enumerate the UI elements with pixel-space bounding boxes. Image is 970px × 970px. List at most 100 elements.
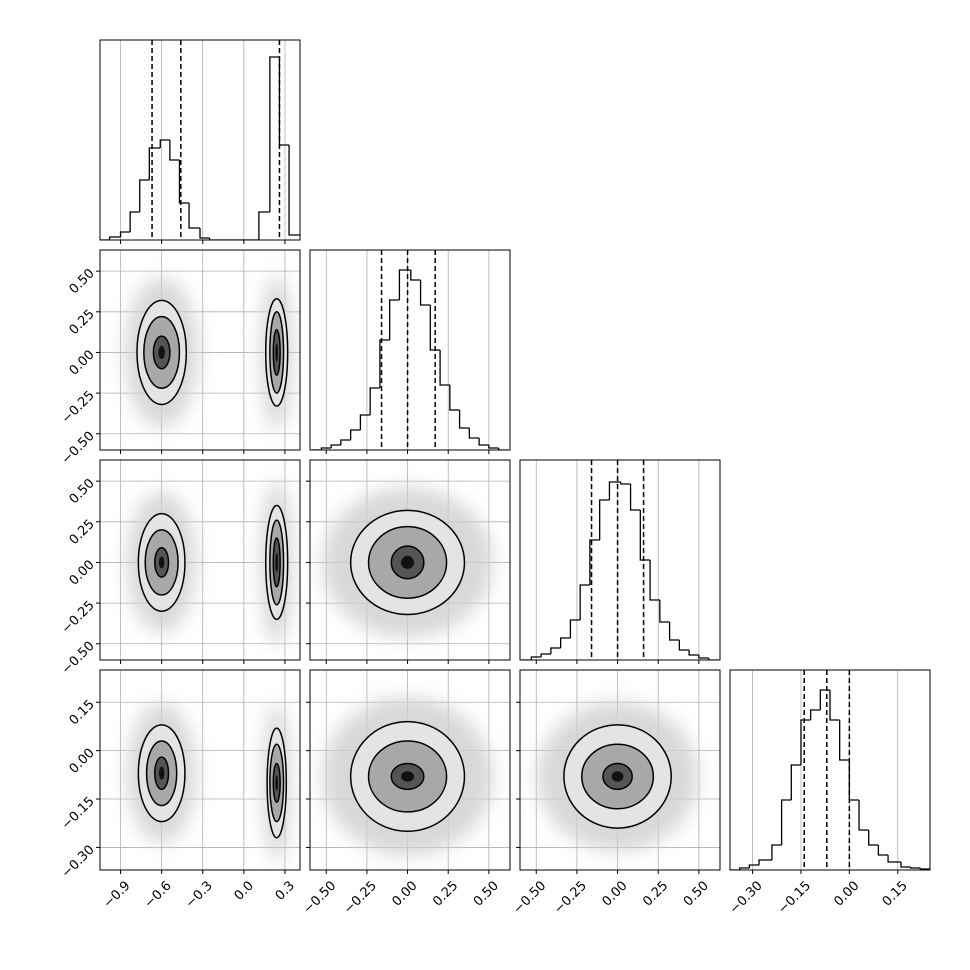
hist-bin <box>790 764 801 800</box>
hist-bin <box>919 868 930 870</box>
x-tick-label: −0.50 <box>301 878 340 917</box>
y-tick-label: −0.50 <box>59 429 98 468</box>
hist-bin <box>359 414 371 430</box>
hist-bin <box>540 653 551 657</box>
panel-frame <box>309 459 511 661</box>
x-tick-label: −0.9 <box>101 878 134 911</box>
x-tick-label: 0.3 <box>273 878 298 903</box>
hist-bin <box>900 862 911 868</box>
hist-bin <box>748 864 760 868</box>
density-peak <box>158 556 165 569</box>
hist-bin <box>649 560 660 601</box>
density-peak <box>401 771 415 782</box>
hist-bin <box>780 799 792 845</box>
hist-bin <box>258 211 270 240</box>
x-tick-label: −0.25 <box>341 878 380 917</box>
hist-bin <box>389 299 400 340</box>
hist-bin <box>839 720 850 761</box>
panel-frame <box>519 459 721 661</box>
hist-bin <box>829 690 840 721</box>
panel <box>310 670 510 870</box>
hist-bin <box>419 280 431 306</box>
hist-bin <box>208 238 220 240</box>
hist-bin <box>119 231 131 237</box>
hist-bin <box>330 444 341 448</box>
hist-bin <box>530 656 542 660</box>
hist-bin <box>608 481 621 500</box>
x-tick-label: 0.00 <box>600 878 631 909</box>
hist-bin <box>458 410 470 429</box>
density-peak <box>275 775 279 791</box>
y-tick-label: 0.25 <box>67 517 98 548</box>
hist-bin <box>668 622 680 641</box>
hist-bin <box>771 844 782 860</box>
x-tick-label: −0.30 <box>727 878 766 917</box>
hist-bin <box>288 145 300 236</box>
hist-bin <box>639 510 651 561</box>
x-tick-label: −0.15 <box>775 878 814 917</box>
panel <box>311 250 509 450</box>
hist-bin <box>129 211 140 232</box>
hist-bin <box>478 438 489 446</box>
panel <box>521 460 719 660</box>
panel <box>310 460 510 660</box>
panel-frame <box>99 249 301 451</box>
hist-bin <box>350 429 361 440</box>
x-tick-label: 0.25 <box>430 878 461 909</box>
panel-frame <box>729 669 931 871</box>
hist-bin <box>659 600 670 623</box>
panel-frame <box>99 669 301 871</box>
y-tick-label: 0.00 <box>67 557 98 588</box>
y-tick-label: −0.25 <box>59 598 98 637</box>
hist-bin <box>858 800 869 831</box>
x-tick-label: 0.00 <box>390 878 421 909</box>
hist-bin <box>560 637 571 648</box>
x-tick-label: −0.3 <box>183 878 216 911</box>
hist-bin <box>449 385 460 411</box>
y-tick-label: 0.50 <box>67 476 98 507</box>
density-peak <box>401 555 415 569</box>
hist-bin <box>429 305 441 351</box>
hist-bin <box>199 228 210 239</box>
panel <box>100 670 300 870</box>
panel-frame <box>309 669 511 871</box>
y-tick-label: 0.50 <box>67 266 98 297</box>
panel <box>100 40 300 240</box>
hist-bin <box>169 140 180 161</box>
hist-bin <box>589 539 600 585</box>
hist-bin <box>320 447 332 450</box>
panel <box>520 670 720 870</box>
hist-bin <box>139 179 150 212</box>
x-tick-label: 0.00 <box>831 878 862 909</box>
hist-bin <box>159 139 170 148</box>
hist-bin <box>877 845 889 856</box>
hist-bin <box>148 147 161 180</box>
hist-bin <box>488 445 499 449</box>
hist-bin <box>698 655 709 659</box>
hist-bin <box>868 830 879 846</box>
hist-bin <box>278 57 290 146</box>
hist-bin <box>398 269 411 300</box>
hist-bin <box>819 689 830 710</box>
panel <box>100 250 300 450</box>
x-tick-label: −0.50 <box>511 878 550 917</box>
y-tick-label: 0.00 <box>67 347 98 378</box>
x-tick-label: −0.25 <box>551 878 590 917</box>
hist-bin <box>887 855 901 863</box>
x-tick-label: 0.50 <box>471 878 502 909</box>
panel-frame <box>309 249 511 451</box>
density-peak <box>158 345 165 359</box>
hist-bin <box>599 499 610 540</box>
hist-bin <box>340 439 351 445</box>
density-peak <box>158 766 165 780</box>
hist-bin <box>620 482 631 485</box>
y-tick-label: −0.30 <box>59 842 98 881</box>
y-tick-label: −0.50 <box>59 639 98 678</box>
hist-bin <box>178 160 190 204</box>
hist-bin <box>707 658 719 660</box>
y-tick-label: −0.15 <box>59 794 98 833</box>
panel <box>100 460 300 660</box>
hist-bin <box>739 867 750 870</box>
hist-bin <box>809 709 821 720</box>
